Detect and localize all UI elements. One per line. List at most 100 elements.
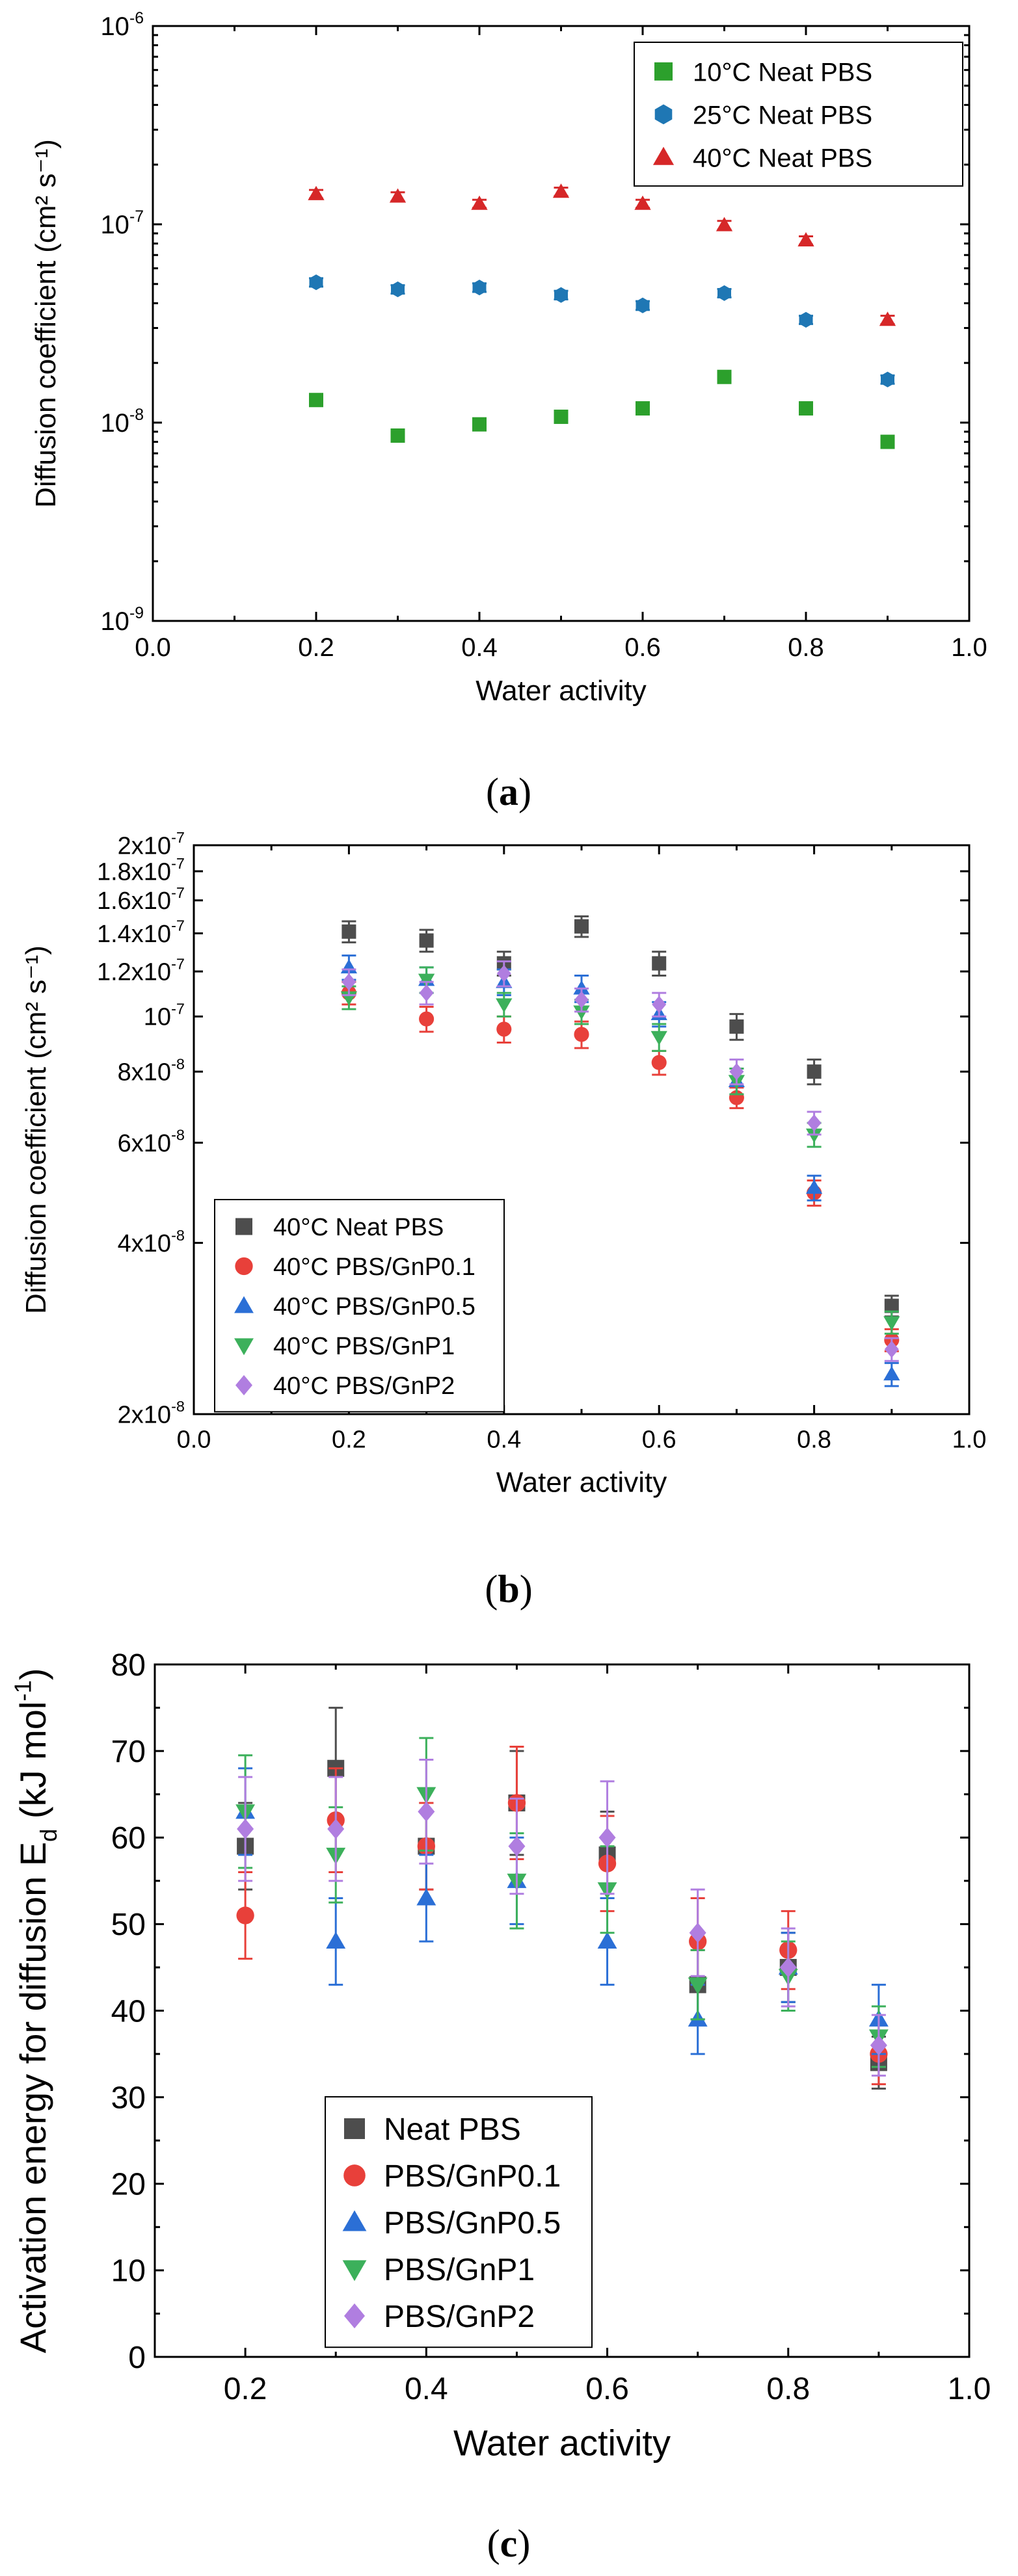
caption-b: (b) [485,1568,532,1610]
y-tick-label: 40 [111,1994,146,2029]
y-tick-label: 1.6x10-7 [97,884,185,915]
y-tick-label: 6x10-8 [118,1127,185,1157]
data-point [389,188,407,203]
data-point [574,1027,589,1042]
data-point [634,195,651,210]
legend-marker [344,2118,365,2139]
legend-marker [654,104,673,125]
x-tick-label: 0.2 [332,1426,366,1453]
y-tick-label: 70 [111,1735,146,1769]
x-tick-label: 0.6 [642,1426,676,1453]
panel-c: 0.2 0.4 0.6 0.8 1.0 0 10 20 30 40 50 60 70 80 Water ac… [10,1648,991,2464]
data-point [597,1932,617,1949]
legend-label: 40°C PBS/GnP1 [273,1333,455,1360]
y-tick-label: 2x10-7 [118,829,185,860]
y-tick-label: 4x10-8 [118,1227,185,1257]
data-point [308,185,325,200]
data-point [688,1977,708,1995]
data-point [554,410,569,425]
data-point [805,1128,823,1143]
y-tick-label: 10-8 [100,406,144,438]
data-point [418,1801,435,1822]
data-point [884,1341,899,1358]
data-point [799,311,813,328]
data-point [689,1923,706,1943]
x-tick-label: 1.0 [951,633,987,662]
data-point [652,956,667,971]
data-point [496,1021,512,1037]
legend-marker [654,62,673,81]
data-point [342,924,356,939]
data-point [419,1011,435,1027]
y-tick-label: 1.8x10-7 [97,855,185,886]
x-tick-label: 0.2 [298,633,334,662]
data-point [650,1031,667,1045]
caption-c: (c) [487,2522,531,2565]
x-tick-label: 0.4 [405,2372,448,2406]
legend-marker [342,2210,367,2231]
series-2 [309,274,895,388]
data-point [574,919,589,934]
legend-marker [342,2260,367,2281]
data-point [472,417,487,432]
legend-box [634,42,963,187]
data-point [807,1064,822,1079]
legend: 40°C Neat PBS 40°C PBS/GnP0.1 40°C PBS/GnP… [214,1199,505,1413]
data-point [805,1179,823,1194]
x-tick-label: 0.8 [766,2372,810,2406]
x-tick-label: 1.0 [952,1426,987,1453]
series-5 [342,960,899,1362]
legend-box [214,1199,505,1413]
data-point [326,1932,346,1949]
data-point [416,1888,436,1906]
y-tick-label: 0 [128,2341,146,2375]
data-point [554,287,568,303]
data-point [419,933,434,948]
legend: Neat PBS PBS/GnP0.1 PBS/GnP0.5 PBS/GnP1 PBS/… [325,2096,593,2348]
legend-label: PBS/GnP1 [384,2253,535,2287]
y-tick-label: 10-7 [100,208,144,239]
y-tick-label: 50 [111,1908,146,1942]
y-tick-label: 10 [111,2254,146,2289]
data-point [729,1062,744,1081]
data-point [797,232,814,247]
data-point [884,1298,899,1313]
data-point [391,281,405,298]
legend-marker [234,1296,254,1313]
legend-marker [235,1374,252,1396]
y-axis-label: Diffusion coefficient (cm² s⁻¹) [20,945,52,1314]
x-axis-label: Water activity [496,1467,667,1499]
data-point [879,311,896,326]
y-tick-label: 8x10-8 [118,1055,185,1086]
legend-label: PBS/GnP0.5 [384,2206,561,2241]
data-point [880,434,895,449]
series-1 [342,915,899,1318]
data-point [652,995,667,1014]
data-point [471,195,488,210]
legend-label: 40°C Neat PBS [693,144,872,172]
data-point [717,369,732,384]
legend-marker [235,1218,252,1235]
caption-a: (a) [486,770,531,813]
y-axis-label: Diffusion coefficient (cm² s⁻¹) [30,139,62,508]
legend-label: PBS/GnP0.1 [384,2159,561,2194]
data-point [574,991,589,1008]
data-point [799,401,813,416]
legend-marker [652,146,675,165]
y-tick-label: 1.2x10-7 [97,955,185,986]
legend-label: 40°C Neat PBS [273,1214,444,1241]
data-point [508,1835,526,1857]
data-point [237,1819,254,1839]
data-point [309,393,323,408]
panel-b: 0.0 0.2 0.4 0.6 0.8 1.0 2x10-8 4x10-8 6x10-8 8x10… [20,829,986,1498]
data-point [870,2035,887,2056]
data-point [573,980,590,995]
data-point [496,998,513,1013]
y-tick-label: 1.4x10-7 [97,917,185,948]
data-point [552,183,570,198]
legend-label: PBS/GnP2 [384,2300,535,2334]
y-tick-label: 10-9 [100,605,144,636]
x-tick-label: 0.2 [224,2372,267,2406]
legend-marker [343,2164,366,2187]
